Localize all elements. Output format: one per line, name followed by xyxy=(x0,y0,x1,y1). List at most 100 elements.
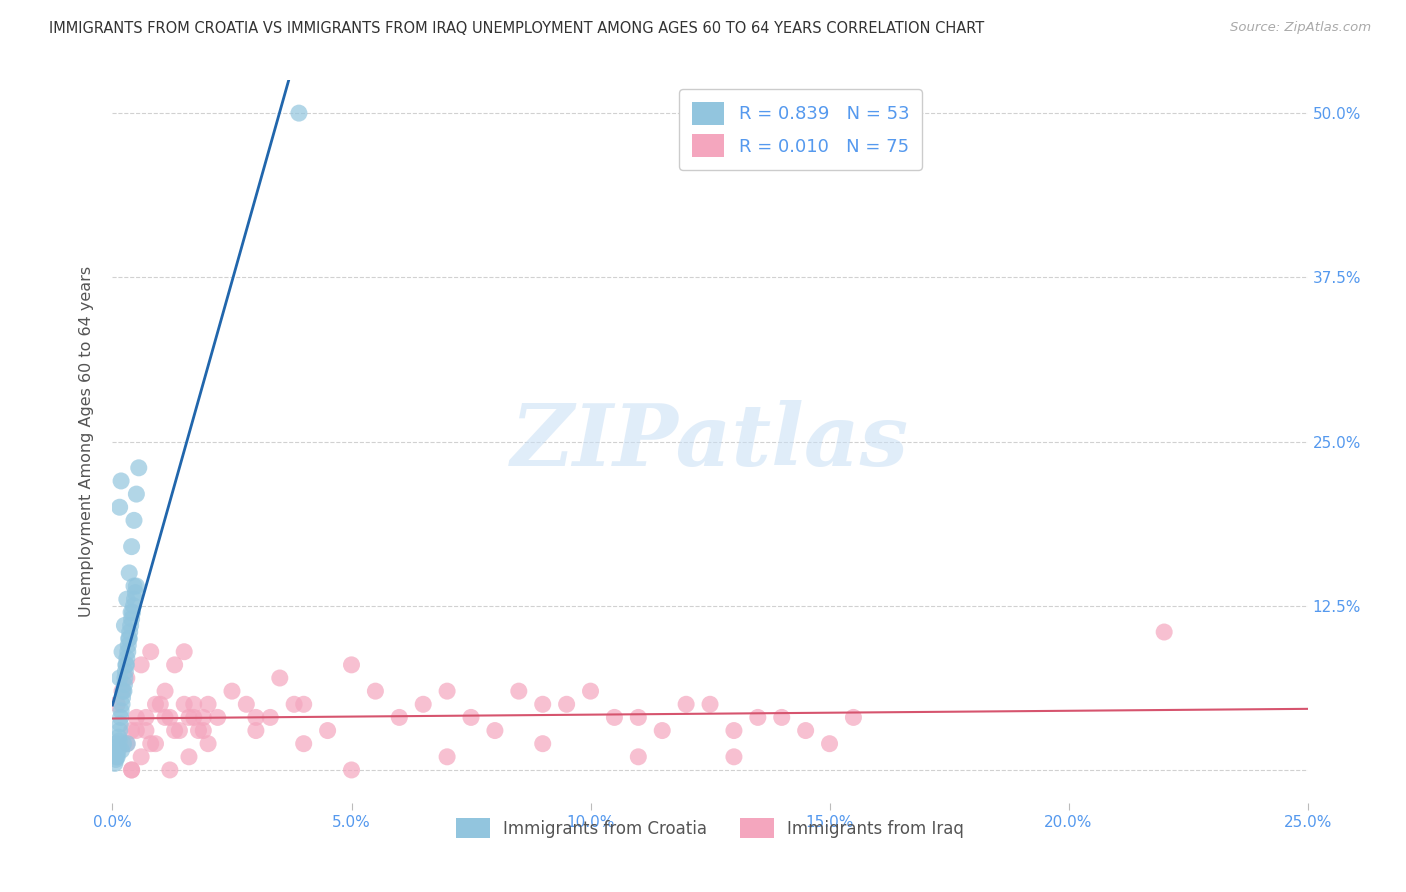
Point xyxy=(139,737,162,751)
Point xyxy=(128,460,150,475)
Point xyxy=(115,657,138,672)
Point xyxy=(627,749,650,764)
Text: IMMIGRANTS FROM CROATIA VS IMMIGRANTS FROM IRAQ UNEMPLOYMENT AMONG AGES 60 TO 64: IMMIGRANTS FROM CROATIA VS IMMIGRANTS FR… xyxy=(49,21,984,36)
Point xyxy=(118,625,141,640)
Point xyxy=(108,723,131,738)
Point xyxy=(723,723,745,738)
Point xyxy=(114,671,136,685)
Point xyxy=(177,710,200,724)
Point xyxy=(173,645,195,659)
Point xyxy=(110,710,132,724)
Point xyxy=(107,739,129,754)
Point xyxy=(107,730,129,744)
Point xyxy=(108,717,131,731)
Point xyxy=(120,605,142,619)
Point xyxy=(115,592,138,607)
Point xyxy=(135,710,157,724)
Point xyxy=(153,710,176,724)
Point xyxy=(125,723,148,738)
Point xyxy=(105,749,128,764)
Point xyxy=(603,710,626,724)
Point xyxy=(627,710,650,724)
Point xyxy=(579,684,602,698)
Point xyxy=(531,737,554,751)
Point xyxy=(115,651,138,665)
Point xyxy=(115,657,138,672)
Point xyxy=(153,684,176,698)
Point xyxy=(169,723,191,738)
Point xyxy=(108,500,131,515)
Point xyxy=(675,698,697,712)
Text: Source: ZipAtlas.com: Source: ZipAtlas.com xyxy=(1230,21,1371,34)
Point xyxy=(340,657,363,672)
Point xyxy=(193,723,215,738)
Point xyxy=(245,723,267,738)
Point xyxy=(288,106,311,120)
Point xyxy=(105,749,128,764)
Point xyxy=(111,684,134,698)
Point xyxy=(105,747,128,762)
Point xyxy=(135,723,157,738)
Point xyxy=(651,723,673,738)
Point xyxy=(111,645,134,659)
Point xyxy=(770,710,793,724)
Point xyxy=(283,698,305,712)
Point xyxy=(104,756,127,771)
Point xyxy=(531,698,554,712)
Point xyxy=(115,671,138,685)
Point xyxy=(111,690,134,705)
Point xyxy=(221,684,243,698)
Point xyxy=(121,763,143,777)
Point xyxy=(555,698,578,712)
Point xyxy=(699,698,721,712)
Point xyxy=(436,684,458,698)
Text: ZIPatlas: ZIPatlas xyxy=(510,400,910,483)
Point xyxy=(121,605,143,619)
Point xyxy=(107,743,129,757)
Point xyxy=(207,710,229,724)
Point xyxy=(115,737,138,751)
Point xyxy=(125,487,148,501)
Point xyxy=(110,743,132,757)
Point xyxy=(183,698,205,712)
Point xyxy=(145,698,167,712)
Point xyxy=(108,671,131,685)
Point xyxy=(122,513,145,527)
Point xyxy=(124,592,146,607)
Point xyxy=(173,698,195,712)
Point xyxy=(117,645,139,659)
Point xyxy=(121,540,143,554)
Point xyxy=(120,618,142,632)
Point xyxy=(122,579,145,593)
Point xyxy=(117,737,139,751)
Point xyxy=(163,657,186,672)
Point xyxy=(118,632,141,646)
Point xyxy=(159,710,181,724)
Point xyxy=(139,645,162,659)
Point xyxy=(114,677,135,691)
Point xyxy=(125,579,148,593)
Point xyxy=(105,698,128,712)
Point xyxy=(388,710,411,724)
Point xyxy=(794,723,817,738)
Point xyxy=(129,749,152,764)
Point xyxy=(269,671,291,685)
Point xyxy=(412,698,434,712)
Point xyxy=(121,763,143,777)
Point xyxy=(112,737,135,751)
Point xyxy=(117,638,139,652)
Point xyxy=(484,723,506,738)
Point xyxy=(183,710,205,724)
Point xyxy=(187,723,209,738)
Point xyxy=(292,698,315,712)
Point xyxy=(723,749,745,764)
Point xyxy=(112,684,135,698)
Point xyxy=(129,657,152,672)
Point xyxy=(111,684,134,698)
Point xyxy=(121,612,143,626)
Point xyxy=(108,734,131,748)
Point xyxy=(259,710,281,724)
Point xyxy=(177,749,200,764)
Point xyxy=(124,585,146,599)
Point xyxy=(292,737,315,751)
